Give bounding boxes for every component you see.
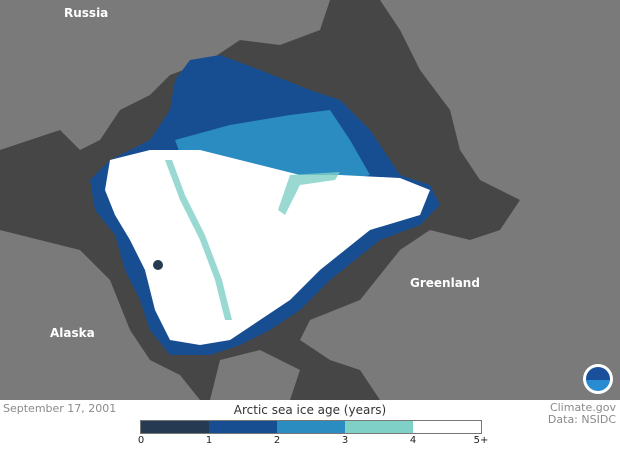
land-russia-island [120,10,200,50]
legend-tick: 5+ [473,435,489,446]
sea-ice [90,55,440,355]
arctic-map [0,0,620,400]
legend-bin [141,421,209,433]
land-alaska [0,230,200,400]
label-alaska: Alaska [50,326,95,340]
legend-bin [209,421,277,433]
legend-title: Arctic sea ice age (years) [233,403,387,417]
credit-data-source: Data: NSIDC [547,413,616,426]
legend-colorbar [140,420,482,434]
legend-bin [413,421,481,433]
land-islands [210,350,300,400]
legend-tick: 2 [273,435,281,446]
legend-tick: 4 [409,435,417,446]
north-pole-mask [153,260,163,270]
noaa-logo [583,364,613,394]
legend-bin [345,421,413,433]
legend-bin [277,421,345,433]
date-label: September 17, 2001 [3,402,117,415]
label-russia: Russia [64,6,109,20]
land-russia [0,0,330,150]
land-canada-greenland [300,0,620,400]
footer: September 17, 2001 Climate.gov Data: NSI… [0,400,620,450]
legend-tick: 1 [205,435,213,446]
legend-tick: 0 [137,435,145,446]
label-greenland: Greenland [410,276,480,290]
credits: Climate.gov Data: NSIDC [548,402,616,426]
legend-tick: 3 [341,435,349,446]
credit-climate-gov: Climate.gov [549,401,616,414]
